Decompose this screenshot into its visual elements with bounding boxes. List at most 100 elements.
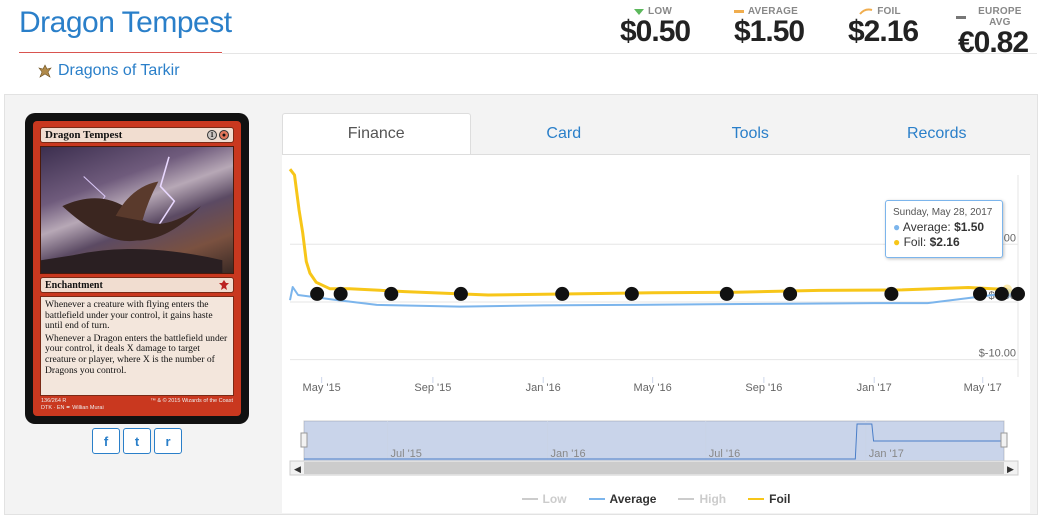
set-release-marker [994, 286, 1009, 301]
x-tick-label: Jan '17 [857, 382, 892, 394]
series-line-average [289, 286, 1008, 308]
foil-swoosh-icon [859, 8, 873, 15]
set-name: Dragons of Tarkir [58, 62, 180, 79]
card-frame: Dragon Tempest 1 ● Enchantment Whenever … [33, 121, 241, 416]
tab-tools[interactable]: Tools [731, 124, 769, 142]
card-typebar: Enchantment [40, 277, 234, 293]
legend-label: Low [542, 492, 567, 506]
set-release-marker [453, 286, 468, 301]
tooltip-foil-value: $2.16 [929, 235, 960, 249]
generic-mana-icon: 1 [207, 130, 217, 140]
mana-cost: 1 ● [207, 130, 229, 140]
set-release-marker [783, 286, 798, 301]
navigator-series [304, 423, 1004, 460]
twitter-share-button[interactable]: t [123, 428, 151, 454]
navigator-handle-left [300, 432, 308, 448]
navigator-tick-label: Jul '16 [709, 448, 740, 460]
reddit-share-button[interactable]: r [154, 428, 182, 454]
reddit-icon: r [165, 433, 171, 449]
tooltip-foil-label: Foil: [903, 235, 927, 249]
triangle-down-icon [634, 8, 645, 15]
set-release-marker [884, 286, 899, 301]
dash-icon [956, 15, 966, 19]
tab-finance[interactable]: Finance [282, 113, 471, 154]
tooltip-average-row: ● Average: $1.50 [893, 220, 985, 234]
x-tick-label: May '16 [634, 382, 672, 394]
set-release-marker [310, 286, 325, 301]
chart-tooltip: Sunday, May 28, 2017 ● Average: $1.50 ● … [885, 200, 1003, 258]
set-release-marker [973, 286, 988, 301]
set-symbol-icon [38, 64, 52, 78]
price-average: AVERAGE $1.50 [734, 6, 805, 49]
legend-item-high[interactable]: High [678, 489, 726, 509]
navigator-tick-label: Jan '16 [550, 448, 585, 460]
y-tick-label: $-10.00 [979, 348, 1016, 360]
tab-card[interactable]: Card [546, 124, 582, 142]
price-low-label: LOW [648, 6, 672, 17]
price-europe-label: EUROPE AVG [978, 6, 1022, 28]
tooltip-foil-row: ● Foil: $2.16 [893, 235, 960, 249]
tooltip-average-label: Average: [902, 220, 951, 234]
price-low: LOW $0.50 [620, 6, 691, 49]
twitter-icon: t [134, 433, 140, 449]
header-divider [222, 53, 1037, 54]
card-rules-text: Whenever a creature with flying enters t… [40, 296, 234, 396]
legend-item-foil[interactable]: Foil [748, 489, 790, 509]
share-buttons: f t r [92, 428, 182, 454]
price-europe: EUROPE AVG €0.82 [956, 6, 1030, 60]
set-link[interactable]: Dragons of Tarkir [38, 62, 180, 80]
navigator-handle-right [1000, 432, 1008, 448]
x-tick-label: Sep '16 [745, 382, 782, 394]
tab-bar: Finance Card Tools Records [282, 113, 1030, 155]
page-title: Dragon Tempest [19, 6, 232, 39]
title-underline [19, 52, 222, 53]
tooltip-date: Sunday, May 28, 2017 [893, 207, 993, 218]
legend-item-low[interactable]: Low [521, 489, 567, 509]
price-average-label: AVERAGE [747, 6, 798, 17]
navigator-tick-label: Jul '15 [390, 448, 421, 460]
legend-swatch [588, 498, 605, 500]
tab-records[interactable]: Records [906, 124, 967, 142]
set-release-marker [555, 286, 570, 301]
copyright: ™ & © 2015 Wizards of the Coast [150, 398, 233, 404]
legend-swatch [678, 498, 695, 500]
card-footer: 136/264 R DTK · EN ✒ Willian Murai ™ & ©… [41, 398, 233, 412]
page-header: Dragon Tempest Dragons of Tarkir LOW $0.… [0, 0, 1039, 92]
x-tick-label: May '17 [964, 382, 1002, 394]
facebook-share-button[interactable]: f [92, 428, 120, 454]
red-mana-icon: ● [219, 130, 229, 140]
legend-item-average[interactable]: Average [588, 489, 657, 509]
set-release-marker [719, 286, 734, 301]
rules-paragraph: Whenever a creature with flying enters t… [45, 299, 213, 332]
card-type: Enchantment [45, 279, 103, 291]
set-symbol-icon [219, 280, 229, 290]
x-tick-label: Jan '16 [526, 382, 561, 394]
price-average-value: $1.50 [734, 15, 805, 48]
dragon-art-icon [41, 156, 223, 273]
price-foil-label: FOIL [877, 6, 901, 17]
x-tick-label: May '15 [303, 382, 341, 394]
price-low-value: $0.50 [620, 15, 691, 48]
card-art [40, 146, 234, 274]
x-tick-label: Sep '15 [414, 382, 451, 394]
scroll-right-icon: ▶ [1007, 465, 1014, 475]
card-name: Dragon Tempest [45, 129, 123, 141]
card-image[interactable]: Dragon Tempest 1 ● Enchantment Whenever … [25, 113, 249, 424]
price-europe-value: €0.82 [957, 26, 1029, 59]
collector-info: 136/264 R DTK · EN ✒ Willian Murai [41, 398, 104, 411]
dash-icon [734, 10, 744, 13]
scroll-left-icon: ◀ [294, 465, 301, 475]
legend-label: High [699, 492, 727, 506]
set-release-marker [1011, 286, 1025, 301]
set-release-marker [624, 286, 639, 301]
price-foil: FOIL $2.16 [848, 6, 919, 49]
navigator-tick-label: Jan '17 [869, 448, 904, 460]
card-namebar: Dragon Tempest 1 ● [40, 127, 234, 143]
legend-label: Average [609, 492, 657, 506]
scrollbar-thumb [304, 462, 1004, 474]
chart-legend: Low Average High Foil [282, 489, 1030, 509]
price-foil-value: $2.16 [848, 15, 919, 48]
legend-swatch [748, 498, 765, 500]
tooltip-average-value: $1.50 [954, 220, 985, 234]
